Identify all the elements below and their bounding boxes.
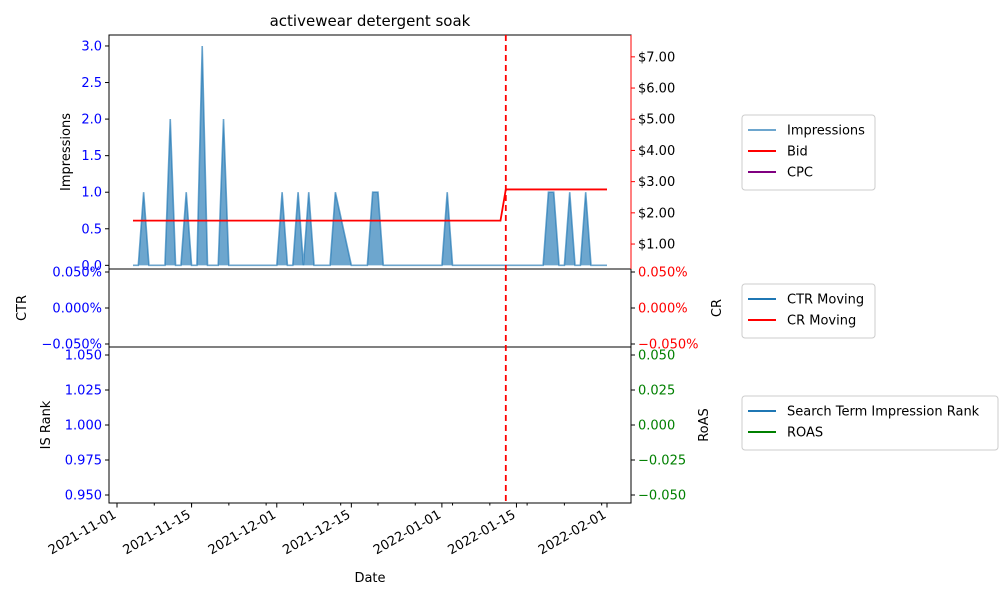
- y-right-tick-label: 0.000%: [638, 302, 688, 317]
- y-right-tick-label: $1.00: [638, 238, 675, 253]
- legend-label: Bid: [787, 145, 808, 160]
- y-left-tick-label: 0.000%: [52, 302, 102, 317]
- y-right-tick-label: −0.050: [638, 489, 686, 504]
- y-right-tick-label: 0.050: [638, 349, 675, 364]
- y-left-tick-label: 1.5: [81, 149, 102, 164]
- legend-box: [741, 283, 876, 339]
- y-axis-label-roas: RoAS: [697, 408, 712, 442]
- panel-frame-bot: [108, 346, 632, 504]
- y-right-tick-label: −0.050%: [638, 338, 698, 353]
- y-left-tick-label: 1.0: [81, 186, 102, 201]
- panel-frame-mid: [108, 268, 632, 348]
- x-tick-label: 2022-01-01: [371, 507, 444, 558]
- x-tick-label: 2022-01-15: [446, 507, 519, 558]
- y-right-tick-label: $2.00: [638, 206, 675, 221]
- x-tick-label: 2021-11-01: [46, 507, 119, 558]
- legend-label: Impressions: [787, 124, 865, 139]
- y-left-tick-label: 2.5: [81, 76, 102, 91]
- y-left-tick-label: 0.950: [65, 489, 102, 504]
- legend-label: CPC: [787, 166, 813, 181]
- y-left-tick-label: 2.0: [81, 113, 102, 128]
- x-tick-label: 2021-11-15: [121, 507, 194, 558]
- y-axis-label-is-rank: IS Rank: [39, 400, 54, 449]
- y-left-tick-label: −0.050%: [42, 338, 102, 353]
- y-axis-label-impressions: Impressions: [59, 113, 74, 191]
- y-left-tick-label: 0.975: [65, 454, 102, 469]
- legend-label: CTR Moving: [787, 293, 864, 308]
- y-right-tick-label: $4.00: [638, 144, 675, 159]
- y-right-tick-label: $7.00: [638, 50, 675, 65]
- impressions-line: [132, 45, 607, 267]
- legend-label: Search Term Impression Rank: [787, 405, 980, 420]
- y-right-tick-label: 0.050%: [638, 266, 688, 281]
- y-right-tick-label: $5.00: [638, 113, 675, 128]
- x-tick-label: 2021-12-01: [206, 507, 279, 558]
- legend-box: [741, 395, 999, 451]
- y-left-tick-label: 1.000: [65, 419, 102, 434]
- y-right-tick-label: $6.00: [638, 82, 675, 97]
- y-left-tick-label: 3.0: [81, 39, 102, 54]
- y-left-tick-label: 1.025: [65, 384, 102, 399]
- y-left-tick-label: 0.0: [81, 259, 102, 274]
- y-axis-label-ctr: CTR: [15, 295, 30, 321]
- y-axis-label-cr: CR: [710, 299, 725, 317]
- chart-title: activewear detergent soak: [270, 12, 471, 30]
- y-right-tick-label: −0.025: [638, 454, 686, 469]
- x-tick-label: 2022-02-01: [536, 507, 609, 558]
- y-left-tick-label: 0.050%: [52, 266, 102, 281]
- y-right-tick-label: 0.025: [638, 384, 675, 399]
- bid-line: [132, 188, 607, 222]
- y-left-tick-label: 1.050: [65, 349, 102, 364]
- legend-label: ROAS: [787, 426, 823, 441]
- plot-area: 0.0 0.5 1.0 1.5 2.0 2.5 3.0 $1.00 $2.00 $3.00 $4.0…: [15, 34, 999, 558]
- x-axis-label: Date: [354, 571, 385, 586]
- y-right-tick-label: $3.00: [638, 175, 675, 190]
- y-left-tick-label: 0.5: [81, 222, 102, 237]
- x-tick-label: 2021-12-15: [280, 507, 353, 558]
- y-right-tick-label: 0.000: [638, 419, 675, 434]
- legend-label: CR Moving: [787, 314, 856, 329]
